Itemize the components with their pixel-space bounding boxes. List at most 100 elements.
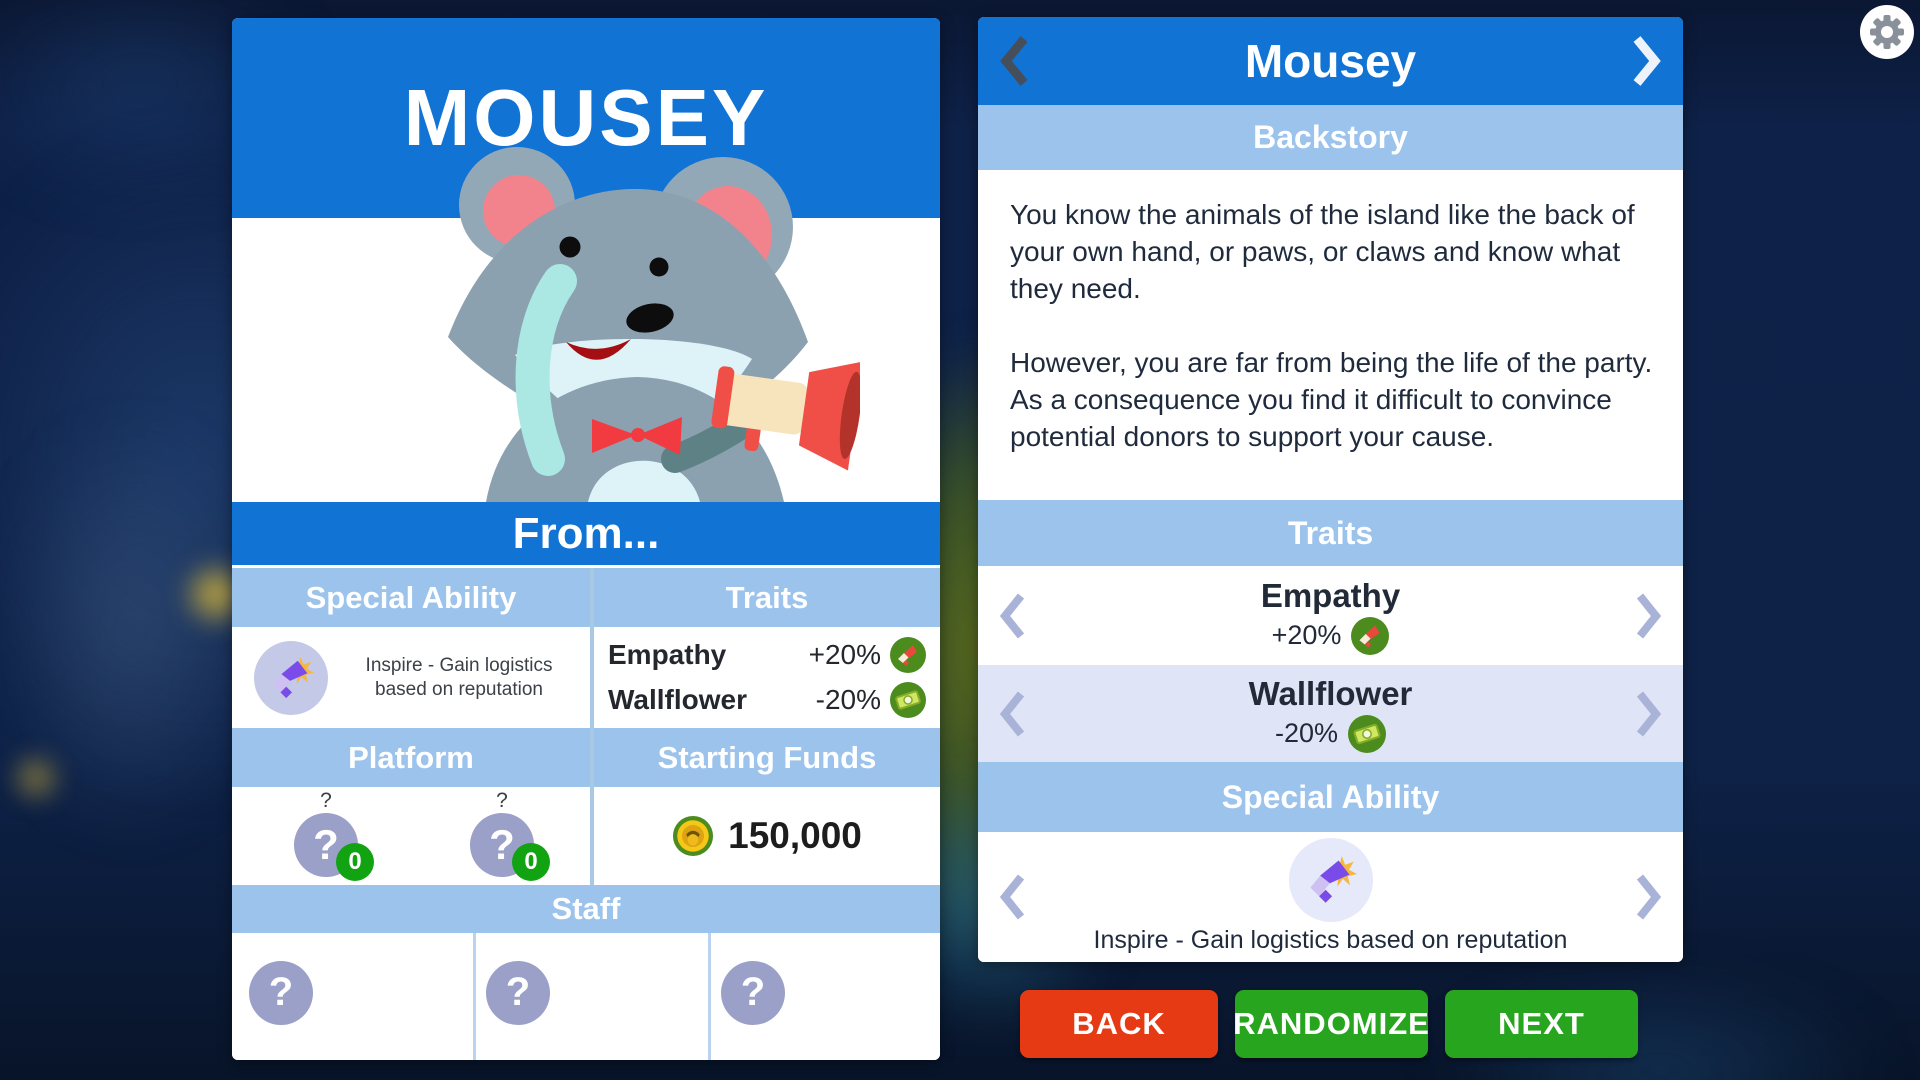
column-divider — [590, 728, 594, 787]
platform-count: 0 — [348, 848, 362, 875]
question-mark-icon: ? — [268, 970, 294, 1014]
platform-slot: ? ? 0 — [294, 787, 374, 885]
background-blob — [0, 420, 270, 840]
staff-slot-circle: ? — [249, 960, 313, 1025]
chevron-left-icon — [999, 691, 1025, 736]
megaphone-purple-icon — [272, 656, 314, 698]
special-ability-section-title: Special Ability — [1221, 778, 1440, 815]
platform-slot-circle: ? 0 — [470, 813, 550, 881]
chevron-left-icon — [999, 593, 1025, 638]
character-illustration-area — [232, 147, 940, 502]
character-detail-panel: Mousey Backstory You know the animals of… — [978, 17, 1683, 962]
staff-header: Staff — [232, 885, 940, 933]
ability-traits-header-row: Special Ability Traits — [232, 568, 940, 627]
money-green-icon — [890, 682, 926, 719]
back-button[interactable]: BACK — [1020, 990, 1218, 1058]
next-trait-button[interactable] — [1635, 566, 1663, 665]
platform-count-badge: 0 — [336, 843, 374, 881]
traits-section-header: Traits — [978, 500, 1683, 566]
coin-icon — [673, 815, 714, 857]
gear-icon — [1870, 15, 1904, 49]
chevron-right-icon — [1636, 593, 1662, 638]
from-band: From... — [232, 502, 940, 568]
question-mark-icon: ? — [505, 970, 531, 1014]
trait-value-row: +20% — [1271, 616, 1390, 655]
trait-name: Empathy — [1260, 576, 1401, 614]
staff-slot-circle: ? — [721, 960, 785, 1025]
trait-name: Empathy — [608, 638, 727, 670]
backstory-paragraph: However, you are far from being the life… — [1010, 347, 1653, 452]
special-ability-selector: Inspire - Gain logistics based on reputa… — [978, 832, 1683, 962]
backstory-text: You know the animals of the island like … — [978, 170, 1683, 500]
megaphone-green-icon — [1351, 616, 1390, 655]
platform-funds-header-row: Platform Starting Funds — [232, 728, 940, 787]
column-divider — [590, 787, 594, 885]
column-divider — [473, 933, 476, 1060]
staff-slot: ? — [232, 933, 473, 1060]
trait-row: Empathy +20% — [608, 633, 926, 677]
platform-count-badge: 0 — [512, 843, 550, 881]
next-character-button[interactable] — [1631, 17, 1663, 105]
next-ability-button[interactable] — [1635, 832, 1663, 962]
staff-slot-circle: ? — [486, 960, 550, 1025]
previous-trait-button[interactable] — [998, 665, 1026, 762]
backstory-paragraph: You know the animals of the island like … — [1010, 199, 1635, 304]
trait-name: Wallflower — [608, 684, 747, 716]
special-ability-section-header: Special Ability — [978, 762, 1683, 832]
trait-value: +20% — [1271, 620, 1342, 650]
platform-slot: ? ? 0 — [470, 787, 550, 885]
platform-slot-hint: ? — [320, 789, 332, 812]
chevron-left-icon — [1000, 36, 1028, 86]
platform-slots: ? ? 0 ? ? 0 — [232, 787, 590, 885]
next-trait-button[interactable] — [1635, 665, 1663, 762]
previous-character-button[interactable] — [998, 17, 1030, 105]
column-divider — [590, 627, 594, 728]
previous-ability-button[interactable] — [998, 832, 1026, 962]
platform-title: Platform — [348, 739, 474, 775]
money-green-icon — [1348, 714, 1387, 753]
from-label: From... — [512, 508, 660, 558]
special-ability-badge — [254, 640, 328, 715]
next-button[interactable]: NEXT — [1445, 990, 1638, 1058]
starting-funds-value: 150,000 — [594, 787, 940, 885]
question-mark-icon: ? — [313, 821, 339, 868]
trait-row: Wallflower -20% — [608, 678, 926, 722]
starting-funds-title: Starting Funds — [657, 739, 877, 775]
platform-slot-hint: ? — [496, 789, 508, 812]
special-ability-header: Special Ability — [232, 568, 590, 627]
background-blob — [6, 748, 66, 808]
trait-value: -20% — [1274, 718, 1339, 748]
staff-slot: ? — [711, 933, 940, 1060]
previous-trait-button[interactable] — [998, 566, 1026, 665]
staff-slots: ? ? ? — [232, 933, 940, 1060]
detail-panel-header: Mousey — [978, 17, 1683, 105]
platform-header: Platform — [232, 728, 590, 787]
trait-selector-empathy: Empathy +20% — [978, 566, 1683, 665]
starting-funds-header: Starting Funds — [594, 728, 940, 787]
settings-button[interactable] — [1860, 5, 1914, 59]
chevron-right-icon — [1636, 874, 1662, 920]
trait-selector-wallflower: Wallflower -20% — [978, 665, 1683, 762]
traits-list: Empathy +20% Wallflower -20% — [594, 627, 940, 728]
column-divider — [708, 933, 711, 1060]
staff-title: Staff — [551, 891, 621, 926]
trait-value: -20% — [815, 684, 881, 716]
mouse-character-illustration — [448, 147, 860, 502]
column-divider — [590, 568, 594, 627]
chevron-right-icon — [1633, 36, 1661, 86]
question-mark-icon: ? — [489, 821, 515, 868]
traits-header: Traits — [594, 568, 940, 627]
chevron-right-icon — [1636, 691, 1662, 736]
trait-value-row: -20% — [1274, 714, 1387, 753]
trait-value: +20% — [808, 638, 881, 670]
special-ability-summary: Inspire - Gain logistics based on reputa… — [232, 627, 590, 728]
megaphone-purple-icon — [1309, 856, 1357, 903]
randomize-button[interactable]: RANDOMIZE — [1233, 990, 1429, 1058]
trait-name: Wallflower — [1248, 674, 1413, 712]
character-card-header: MOUSEY — [232, 18, 940, 218]
traits-section-title: Traits — [1287, 514, 1374, 551]
special-ability-badge — [1288, 838, 1373, 922]
chevron-left-icon — [999, 874, 1025, 920]
ability-traits-content-row: Inspire - Gain logistics based on reputa… — [232, 627, 940, 728]
